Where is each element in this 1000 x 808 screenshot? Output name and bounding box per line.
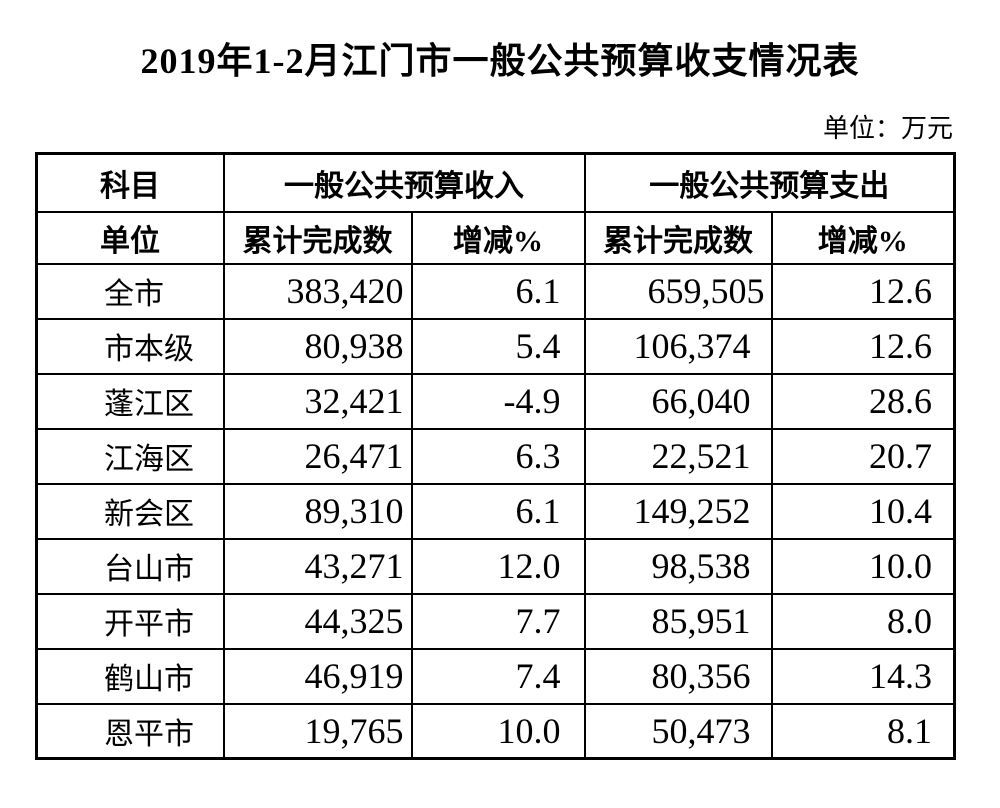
expense-completed-cell: 80,356 — [583, 647, 773, 705]
income-completed-cell: 44,325 — [222, 592, 413, 650]
income-completed-cell: 80,938 — [222, 317, 413, 375]
income-change-cell: 6.3 — [410, 427, 586, 485]
expense-change-cell: 20.7 — [770, 427, 956, 485]
expense-change-cell: 10.0 — [770, 537, 956, 595]
header-income-group: 一般公共预算收入 — [222, 152, 586, 213]
header-expense-completed: 累计完成数 — [583, 210, 773, 265]
income-completed-cell: 19,765 — [222, 702, 413, 760]
income-change-cell: 7.4 — [410, 647, 586, 705]
income-change-cell: 6.1 — [410, 262, 586, 320]
header-unit: 单位 — [35, 210, 225, 265]
row-label-cell: 新会区 — [35, 482, 225, 540]
expense-completed-cell: 149,252 — [583, 482, 773, 540]
income-change-cell: -4.9 — [410, 372, 586, 430]
row-label-cell: 全市 — [35, 262, 225, 320]
row-label-cell: 蓬江区 — [35, 372, 225, 430]
income-completed-cell: 43,271 — [222, 537, 413, 595]
expense-completed-cell: 85,951 — [583, 592, 773, 650]
expense-completed-cell: 106,374 — [583, 317, 773, 375]
header-income-change: 增减% — [410, 210, 586, 265]
row-label-cell: 台山市 — [35, 537, 225, 595]
income-change-cell: 12.0 — [410, 537, 586, 595]
table-row: 台山市 43,271 12.0 98,538 10.0 — [35, 537, 956, 595]
expense-change-cell: 8.0 — [770, 592, 956, 650]
expense-completed-cell: 50,473 — [583, 702, 773, 760]
table-row: 市本级 80,938 5.4 106,374 12.6 — [35, 317, 956, 375]
income-completed-cell: 46,919 — [222, 647, 413, 705]
expense-completed-cell: 22,521 — [583, 427, 773, 485]
income-completed-cell: 32,421 — [222, 372, 413, 430]
row-label-cell: 开平市 — [35, 592, 225, 650]
income-change-cell: 6.1 — [410, 482, 586, 540]
unit-note: 单位：万元 — [822, 114, 953, 143]
table-row: 开平市 44,325 7.7 85,951 8.0 — [35, 592, 956, 650]
header-sub-row: 单位 累计完成数 增减% 累计完成数 增减% — [35, 210, 956, 265]
row-label-cell: 江海区 — [35, 427, 225, 485]
expense-change-cell: 12.6 — [770, 317, 956, 375]
header-income-completed: 累计完成数 — [222, 210, 413, 265]
expense-change-cell: 28.6 — [770, 372, 956, 430]
row-label-cell: 恩平市 — [35, 702, 225, 760]
header-expense-change: 增减% — [770, 210, 956, 265]
table-row: 全市 383,420 6.1 659,505 12.6 — [35, 262, 956, 320]
budget-table: 科目 一般公共预算收入 一般公共预算支出 单位 累计完成数 增减% 累计完成数 … — [35, 152, 956, 760]
header-group-row: 科目 一般公共预算收入 一般公共预算支出 — [35, 152, 956, 213]
expense-change-cell: 12.6 — [770, 262, 956, 320]
expense-completed-cell: 659,505 — [583, 262, 773, 320]
table-row: 鹤山市 46,919 7.4 80,356 14.3 — [35, 647, 956, 705]
page-title: 2019年1-2月江门市一般公共预算收支情况表 — [140, 41, 860, 81]
expense-completed-cell: 98,538 — [583, 537, 773, 595]
income-change-cell: 7.7 — [410, 592, 586, 650]
table-row: 江海区 26,471 6.3 22,521 20.7 — [35, 427, 956, 485]
expense-change-cell: 14.3 — [770, 647, 956, 705]
header-expense-group: 一般公共预算支出 — [583, 152, 956, 213]
expense-change-cell: 8.1 — [770, 702, 956, 760]
expense-completed-cell: 66,040 — [583, 372, 773, 430]
income-completed-cell: 383,420 — [222, 262, 413, 320]
table-row: 恩平市 19,765 10.0 50,473 8.1 — [35, 702, 956, 760]
table-row: 新会区 89,310 6.1 149,252 10.4 — [35, 482, 956, 540]
table-row: 蓬江区 32,421 -4.9 66,040 28.6 — [35, 372, 956, 430]
income-completed-cell: 89,310 — [222, 482, 413, 540]
header-subject: 科目 — [35, 152, 225, 213]
income-change-cell: 5.4 — [410, 317, 586, 375]
row-label-cell: 市本级 — [35, 317, 225, 375]
expense-change-cell: 10.4 — [770, 482, 956, 540]
income-change-cell: 10.0 — [410, 702, 586, 760]
row-label-cell: 鹤山市 — [35, 647, 225, 705]
income-completed-cell: 26,471 — [222, 427, 413, 485]
